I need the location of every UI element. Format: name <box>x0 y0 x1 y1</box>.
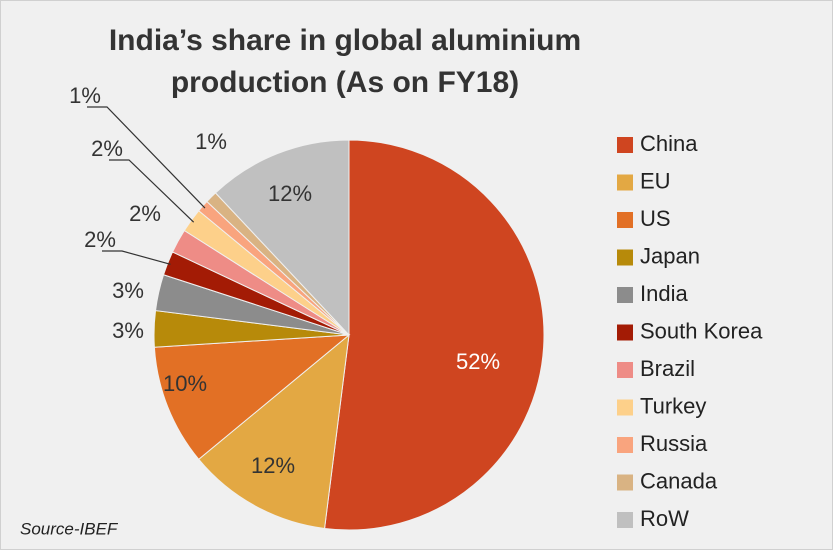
legend-label: Brazil <box>640 356 695 381</box>
data-label: 1% <box>195 129 227 154</box>
legend-label: Turkey <box>640 393 706 418</box>
legend-swatch <box>617 174 633 191</box>
legend-label: China <box>640 131 698 156</box>
legend-swatch <box>617 324 633 341</box>
legend-label: US <box>640 206 671 231</box>
leader-line <box>87 106 206 209</box>
data-label: 12% <box>268 181 312 206</box>
data-label: 1% <box>69 83 101 108</box>
legend-label: EU <box>640 168 671 193</box>
legend-swatch <box>617 287 633 303</box>
pie-slice <box>214 139 350 337</box>
legend-label: Japan <box>640 243 700 268</box>
legend-label: Canada <box>640 468 718 493</box>
data-label: 10% <box>163 371 207 396</box>
data-label: 12% <box>251 453 295 478</box>
legend-label: South Korea <box>640 318 763 343</box>
pie-slice <box>153 334 351 461</box>
pie-slice <box>198 333 350 530</box>
leader-line <box>109 159 195 223</box>
source-note: Source-IBEF <box>20 519 119 538</box>
legend-swatch <box>617 437 633 453</box>
data-label: 2% <box>129 201 161 226</box>
data-label: 2% <box>91 136 123 161</box>
legend-swatch <box>617 137 633 153</box>
data-label: 52% <box>456 349 500 374</box>
pie-slice <box>324 139 545 531</box>
data-label: 3% <box>112 318 144 343</box>
legend-swatch <box>617 362 633 378</box>
legend-swatch <box>617 512 633 528</box>
chart-title: India’s share in global aluminium <box>109 24 581 57</box>
legend-label: India <box>640 281 688 306</box>
data-label: 3% <box>112 278 144 303</box>
data-label: 2% <box>84 227 116 252</box>
chart-title: production (As on FY18) <box>171 66 519 99</box>
leader-line <box>102 250 171 265</box>
legend-swatch <box>617 474 633 491</box>
legend-swatch <box>617 212 633 228</box>
legend-swatch <box>617 249 633 266</box>
legend-label: Russia <box>640 431 708 456</box>
legend-label: RoW <box>640 506 689 531</box>
legend-swatch <box>617 399 633 416</box>
